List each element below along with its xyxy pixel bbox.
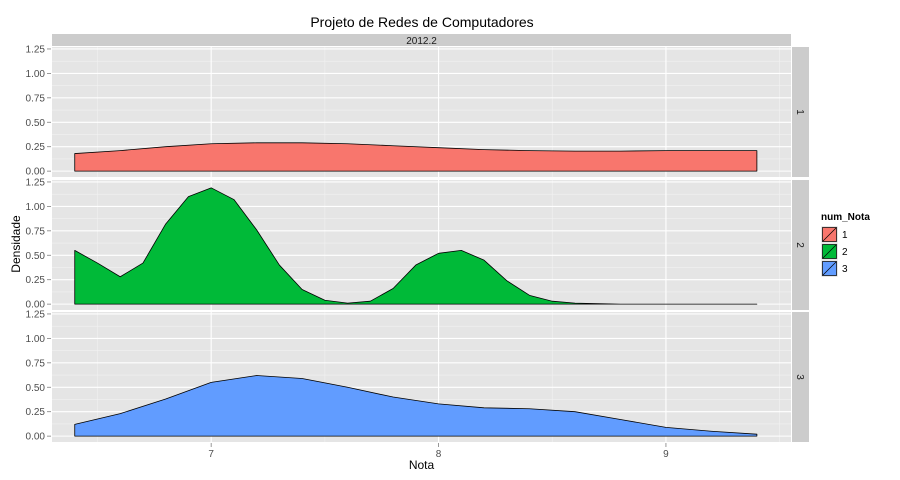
y-tick-label: 1.00: [26, 334, 46, 345]
row-strip-3: [792, 312, 809, 442]
legend-swatch-slash: [822, 261, 837, 276]
y-axis-label: Densidade: [9, 215, 23, 273]
y-tick-label: 0.25: [26, 275, 46, 286]
legend-label-3: 3: [842, 264, 848, 275]
x-tick-label: 7: [208, 449, 214, 460]
row-strip-1: [792, 47, 809, 177]
y-tick-label: 0.50: [26, 118, 46, 129]
x-axis-label: Nota: [409, 458, 435, 472]
column-strip-label: 2012.2: [406, 36, 437, 47]
x-tick-label: 8: [436, 449, 442, 460]
legend-swatch-slash: [822, 227, 837, 242]
y-tick-label: 0.50: [26, 251, 46, 262]
facet-panel-3: 0.00 0.25 0.50 0.75 1.00 1.25 3: [26, 309, 809, 443]
column-strip: [52, 34, 791, 46]
x-tick-label: 9: [663, 449, 669, 460]
y-tick-label: 0.75: [26, 93, 46, 104]
row-strip-2: [792, 180, 809, 310]
y-tick-label: 0.00: [26, 300, 46, 311]
facet-panels: 0.00 0.25 0.50 0.75 1.00 1.25 1 0.00 0.25 0.50 0.7…: [26, 44, 809, 443]
row-strip-label: 1: [794, 109, 805, 115]
legend: num_Nota 1 2 3: [820, 212, 870, 278]
row-strip-label: 2: [794, 242, 805, 248]
legend-label-1: 1: [842, 230, 848, 241]
y-tick-label: 1.00: [26, 69, 46, 80]
y-tick-label: 0.75: [26, 226, 46, 237]
x-axis-ticks: 7 8 9: [208, 443, 669, 460]
legend-title: num_Nota: [821, 212, 870, 223]
y-tick-label: 0.75: [26, 358, 46, 369]
facet-panel-2: 0.00 0.25 0.50 0.75 1.00 1.25 2: [26, 177, 809, 311]
density-area-2: [74, 187, 758, 305]
y-tick-label: 1.25: [26, 44, 46, 55]
legend-swatch-slash: [822, 244, 837, 259]
chart-title: Projeto de Redes de Computadores: [310, 14, 533, 30]
y-tick-label: 1.00: [26, 202, 46, 213]
y-tick-label: 0.50: [26, 383, 46, 394]
y-tick-label: 0.00: [26, 167, 46, 178]
density-area-3: [74, 375, 758, 437]
y-tick-label: 1.25: [26, 177, 46, 188]
facet-panel-1: 0.00 0.25 0.50 0.75 1.00 1.25 1: [26, 44, 809, 178]
density-area-1: [74, 142, 758, 172]
y-tick-label: 0.25: [26, 142, 46, 153]
y-tick-label: 1.25: [26, 309, 46, 320]
y-tick-label: 0.00: [26, 432, 46, 443]
legend-label-2: 2: [842, 247, 848, 258]
y-tick-label: 0.25: [26, 407, 46, 418]
row-strip-label: 3: [794, 374, 805, 380]
